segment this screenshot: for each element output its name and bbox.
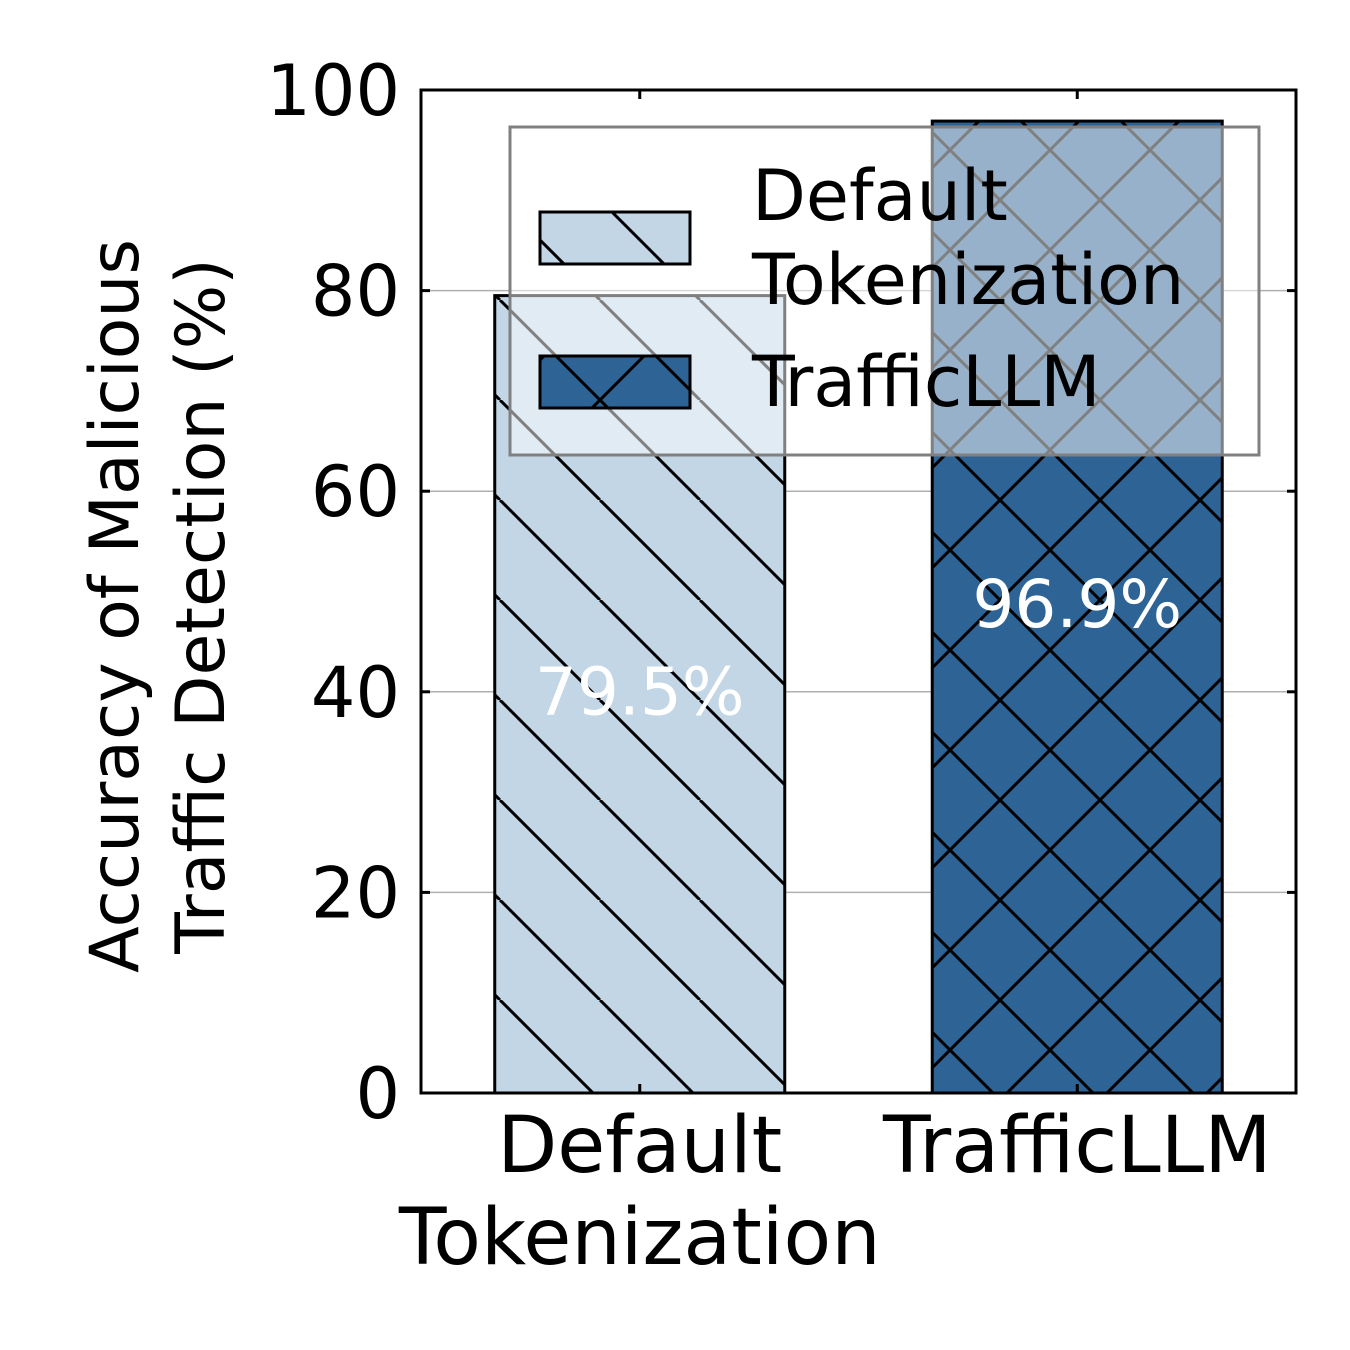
legend-swatch-outline [538,210,692,266]
legend-entry-2: TrafficLLM [538,341,1101,423]
data-label: 79.5% [535,653,745,730]
legend-swatch-hatch [540,212,690,264]
x-tick-label: TrafficLLM [882,1101,1272,1191]
y-tick-label: 20 [311,852,400,934]
data-label: 96.9% [972,566,1182,643]
legend-swatch-outline [538,354,692,410]
y-tick-label: 100 [266,50,400,132]
x-tick-label: Default Tokenization [398,1101,881,1283]
legend: Default Tokenization TrafficLLM [508,125,1261,457]
y-axis-label: Accuracy of Malicious Traffic Detection (… [76,239,241,973]
legend-entry-1: Default Tokenization [538,155,1184,321]
y-tick-label: 80 [311,251,400,333]
axes-frame [419,88,1298,1095]
y-tick-labels: 0 20 40 60 80 100 [266,50,400,1135]
legend-label: Default Tokenization [751,155,1184,321]
y-tick-label: 40 [311,652,400,734]
y-tick-label: 0 [355,1053,400,1135]
axis-ticks [421,88,1296,1095]
y-tick-label: 60 [311,451,400,533]
data-labels: 79.5% 96.9% [535,566,1182,730]
legend-label: TrafficLLM [751,341,1101,423]
legend-swatch-hatch [540,356,690,408]
